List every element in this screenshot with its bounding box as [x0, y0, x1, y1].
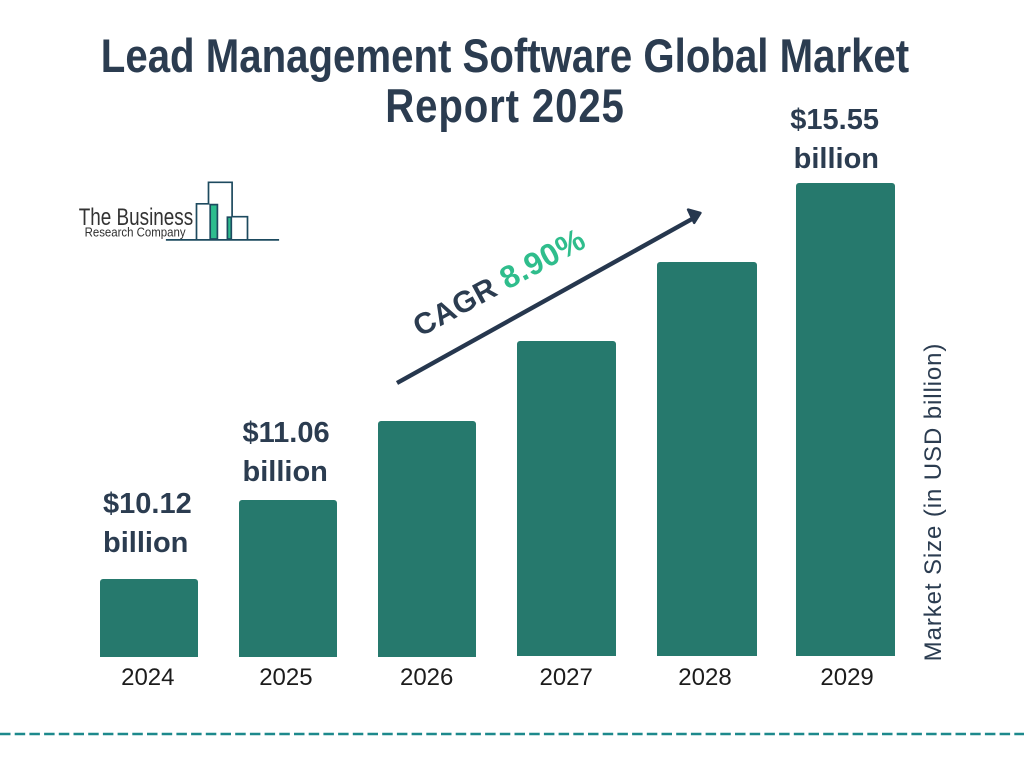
svg-text:The Business: The Business — [79, 204, 194, 231]
svg-text:Research Company: Research Company — [85, 225, 186, 240]
